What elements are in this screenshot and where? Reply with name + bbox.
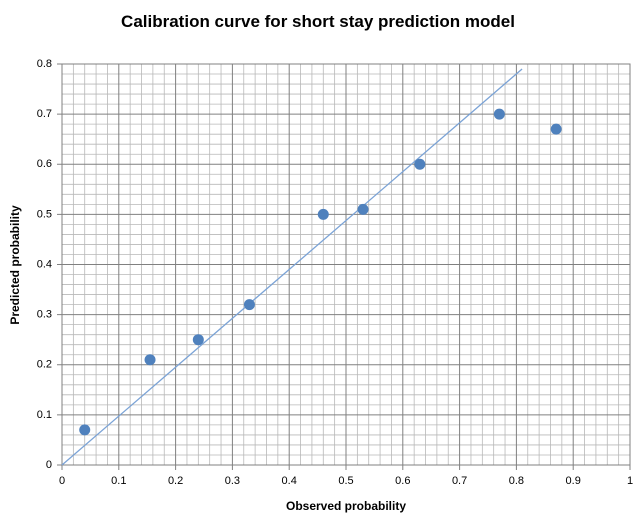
x-tick-label: 0.8 bbox=[509, 475, 524, 487]
data-point bbox=[144, 354, 156, 366]
data-point bbox=[79, 424, 91, 436]
data-point bbox=[357, 203, 369, 215]
data-point bbox=[192, 334, 204, 346]
x-tick-label: 1 bbox=[627, 475, 633, 487]
y-tick-label: 0 bbox=[46, 459, 52, 471]
x-tick-label: 0.5 bbox=[338, 475, 353, 487]
data-point bbox=[493, 108, 505, 120]
data-point bbox=[414, 158, 426, 170]
x-tick-label: 0.7 bbox=[452, 475, 467, 487]
y-tick-label: 0.1 bbox=[37, 409, 52, 421]
y-tick-label: 0.7 bbox=[37, 108, 52, 120]
x-tick-label: 0.2 bbox=[168, 475, 183, 487]
data-point bbox=[550, 123, 562, 135]
x-axis-title: Observed probability bbox=[286, 499, 406, 513]
y-tick-label: 0.3 bbox=[37, 309, 52, 321]
y-tick-label: 0.2 bbox=[37, 359, 52, 371]
chart-title: Calibration curve for short stay predict… bbox=[121, 12, 515, 31]
plot-border bbox=[61, 63, 631, 466]
y-tick-label: 0.6 bbox=[37, 158, 52, 170]
data-point bbox=[317, 208, 329, 220]
x-tick-label: 0 bbox=[59, 475, 65, 487]
x-tick-label: 0.3 bbox=[225, 475, 240, 487]
data-point bbox=[243, 299, 255, 311]
y-tick-label: 0.8 bbox=[37, 58, 52, 70]
x-tick-label: 0.1 bbox=[111, 475, 126, 487]
x-tick-label: 0.9 bbox=[566, 475, 581, 487]
y-tick-label: 0.4 bbox=[37, 258, 52, 270]
x-tick-label: 0.6 bbox=[395, 475, 410, 487]
x-tick-label: 0.4 bbox=[282, 475, 297, 487]
y-tick-label: 0.5 bbox=[37, 208, 52, 220]
reference-line bbox=[61, 68, 523, 466]
y-axis-title: Predicted probability bbox=[8, 205, 22, 325]
